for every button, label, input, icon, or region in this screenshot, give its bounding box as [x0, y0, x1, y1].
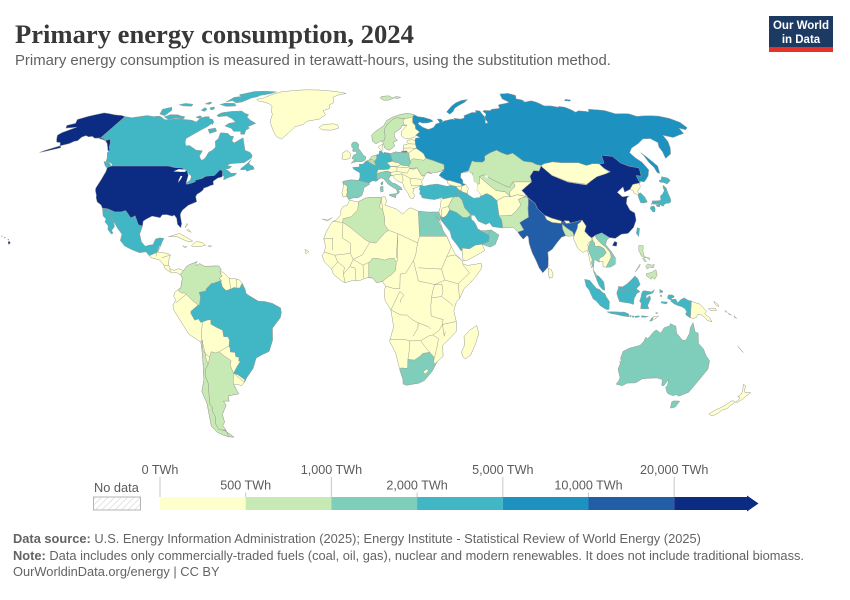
- svg-text:500 TWh: 500 TWh: [220, 479, 271, 493]
- svg-text:2,000 TWh: 2,000 TWh: [386, 479, 447, 493]
- svg-text:No data: No data: [94, 480, 140, 495]
- svg-text:0 TWh: 0 TWh: [142, 463, 179, 477]
- svg-text:1,000 TWh: 1,000 TWh: [301, 463, 362, 477]
- svg-text:10,000 TWh: 10,000 TWh: [554, 479, 622, 493]
- svg-text:20,000 TWh: 20,000 TWh: [640, 463, 708, 477]
- svg-text:5,000 TWh: 5,000 TWh: [472, 463, 533, 477]
